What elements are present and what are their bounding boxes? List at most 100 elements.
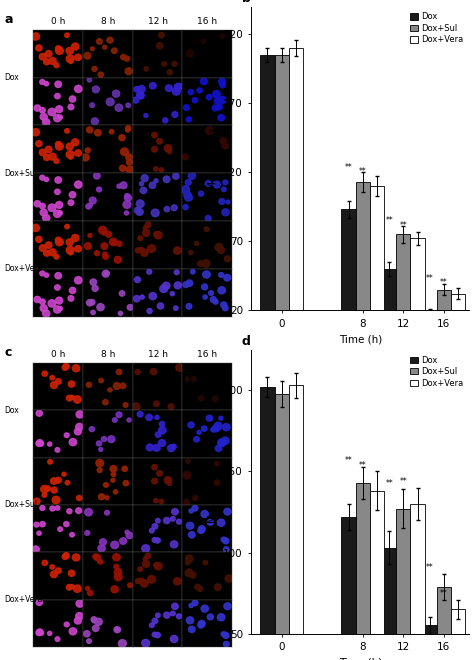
Circle shape bbox=[50, 478, 57, 484]
Circle shape bbox=[76, 423, 83, 430]
Circle shape bbox=[214, 480, 220, 485]
Circle shape bbox=[42, 371, 47, 376]
Circle shape bbox=[155, 538, 160, 543]
Circle shape bbox=[36, 440, 42, 446]
Circle shape bbox=[54, 114, 61, 121]
Circle shape bbox=[223, 632, 229, 638]
Text: Dox: Dox bbox=[5, 406, 19, 414]
Circle shape bbox=[109, 238, 117, 246]
Circle shape bbox=[141, 175, 148, 182]
Circle shape bbox=[156, 139, 163, 144]
Circle shape bbox=[134, 86, 140, 92]
Circle shape bbox=[96, 187, 101, 192]
Circle shape bbox=[135, 370, 140, 374]
Circle shape bbox=[214, 98, 220, 104]
Circle shape bbox=[136, 248, 141, 253]
Circle shape bbox=[220, 82, 225, 88]
Circle shape bbox=[40, 506, 45, 510]
Circle shape bbox=[164, 477, 172, 484]
Circle shape bbox=[186, 280, 193, 286]
Circle shape bbox=[222, 305, 228, 311]
Circle shape bbox=[168, 445, 175, 451]
Circle shape bbox=[94, 251, 100, 255]
Circle shape bbox=[37, 531, 41, 535]
Circle shape bbox=[55, 379, 61, 384]
Circle shape bbox=[105, 271, 109, 275]
Circle shape bbox=[152, 133, 157, 138]
Circle shape bbox=[155, 613, 160, 618]
Bar bbox=[260, 55, 274, 338]
Circle shape bbox=[44, 154, 50, 160]
Circle shape bbox=[63, 363, 69, 369]
Circle shape bbox=[205, 181, 211, 186]
Circle shape bbox=[34, 201, 41, 207]
Circle shape bbox=[41, 486, 48, 493]
Circle shape bbox=[155, 519, 160, 523]
Circle shape bbox=[92, 625, 99, 632]
Circle shape bbox=[40, 305, 47, 312]
Bar bbox=[356, 482, 370, 634]
Circle shape bbox=[205, 216, 211, 221]
Circle shape bbox=[114, 256, 121, 263]
Circle shape bbox=[188, 90, 193, 94]
Circle shape bbox=[58, 115, 63, 119]
Circle shape bbox=[111, 48, 117, 53]
Circle shape bbox=[69, 191, 76, 198]
Circle shape bbox=[43, 310, 50, 317]
Circle shape bbox=[159, 427, 166, 434]
Circle shape bbox=[32, 33, 39, 40]
Circle shape bbox=[82, 154, 89, 161]
Bar bbox=[382, 548, 396, 634]
Circle shape bbox=[103, 482, 109, 487]
Circle shape bbox=[125, 56, 130, 61]
Circle shape bbox=[66, 246, 74, 254]
Circle shape bbox=[55, 94, 60, 99]
Circle shape bbox=[45, 242, 52, 248]
Circle shape bbox=[113, 554, 120, 561]
Circle shape bbox=[97, 468, 102, 473]
Circle shape bbox=[144, 114, 148, 117]
Circle shape bbox=[116, 628, 120, 632]
Circle shape bbox=[140, 187, 147, 193]
Circle shape bbox=[135, 277, 140, 282]
Circle shape bbox=[174, 282, 182, 289]
Circle shape bbox=[44, 82, 49, 86]
Circle shape bbox=[103, 254, 109, 259]
Circle shape bbox=[167, 70, 173, 75]
Circle shape bbox=[126, 154, 132, 160]
Circle shape bbox=[219, 416, 223, 420]
Circle shape bbox=[123, 480, 129, 486]
Circle shape bbox=[126, 166, 134, 173]
Circle shape bbox=[176, 519, 182, 524]
Circle shape bbox=[163, 282, 170, 289]
Circle shape bbox=[113, 490, 118, 494]
Circle shape bbox=[201, 284, 208, 290]
Circle shape bbox=[55, 201, 63, 209]
Circle shape bbox=[225, 575, 233, 582]
Circle shape bbox=[197, 430, 201, 434]
Circle shape bbox=[215, 244, 223, 251]
Circle shape bbox=[88, 203, 92, 207]
Circle shape bbox=[88, 234, 92, 238]
Circle shape bbox=[143, 230, 150, 236]
Circle shape bbox=[163, 176, 170, 183]
Legend: Dox, Dox+Sul, Dox+Vera: Dox, Dox+Sul, Dox+Vera bbox=[409, 11, 465, 46]
Circle shape bbox=[197, 88, 202, 93]
Circle shape bbox=[119, 135, 125, 141]
Circle shape bbox=[85, 148, 91, 153]
Circle shape bbox=[170, 541, 178, 548]
Bar bbox=[274, 55, 289, 338]
Circle shape bbox=[119, 291, 125, 296]
Circle shape bbox=[55, 81, 62, 88]
Circle shape bbox=[189, 532, 195, 538]
Circle shape bbox=[75, 246, 82, 252]
Text: 16 h: 16 h bbox=[197, 350, 218, 359]
Circle shape bbox=[108, 436, 115, 443]
Circle shape bbox=[120, 54, 126, 60]
Circle shape bbox=[215, 461, 219, 466]
Circle shape bbox=[114, 564, 118, 569]
Circle shape bbox=[201, 78, 207, 84]
Circle shape bbox=[185, 180, 191, 185]
Circle shape bbox=[159, 168, 164, 172]
Circle shape bbox=[50, 381, 57, 389]
